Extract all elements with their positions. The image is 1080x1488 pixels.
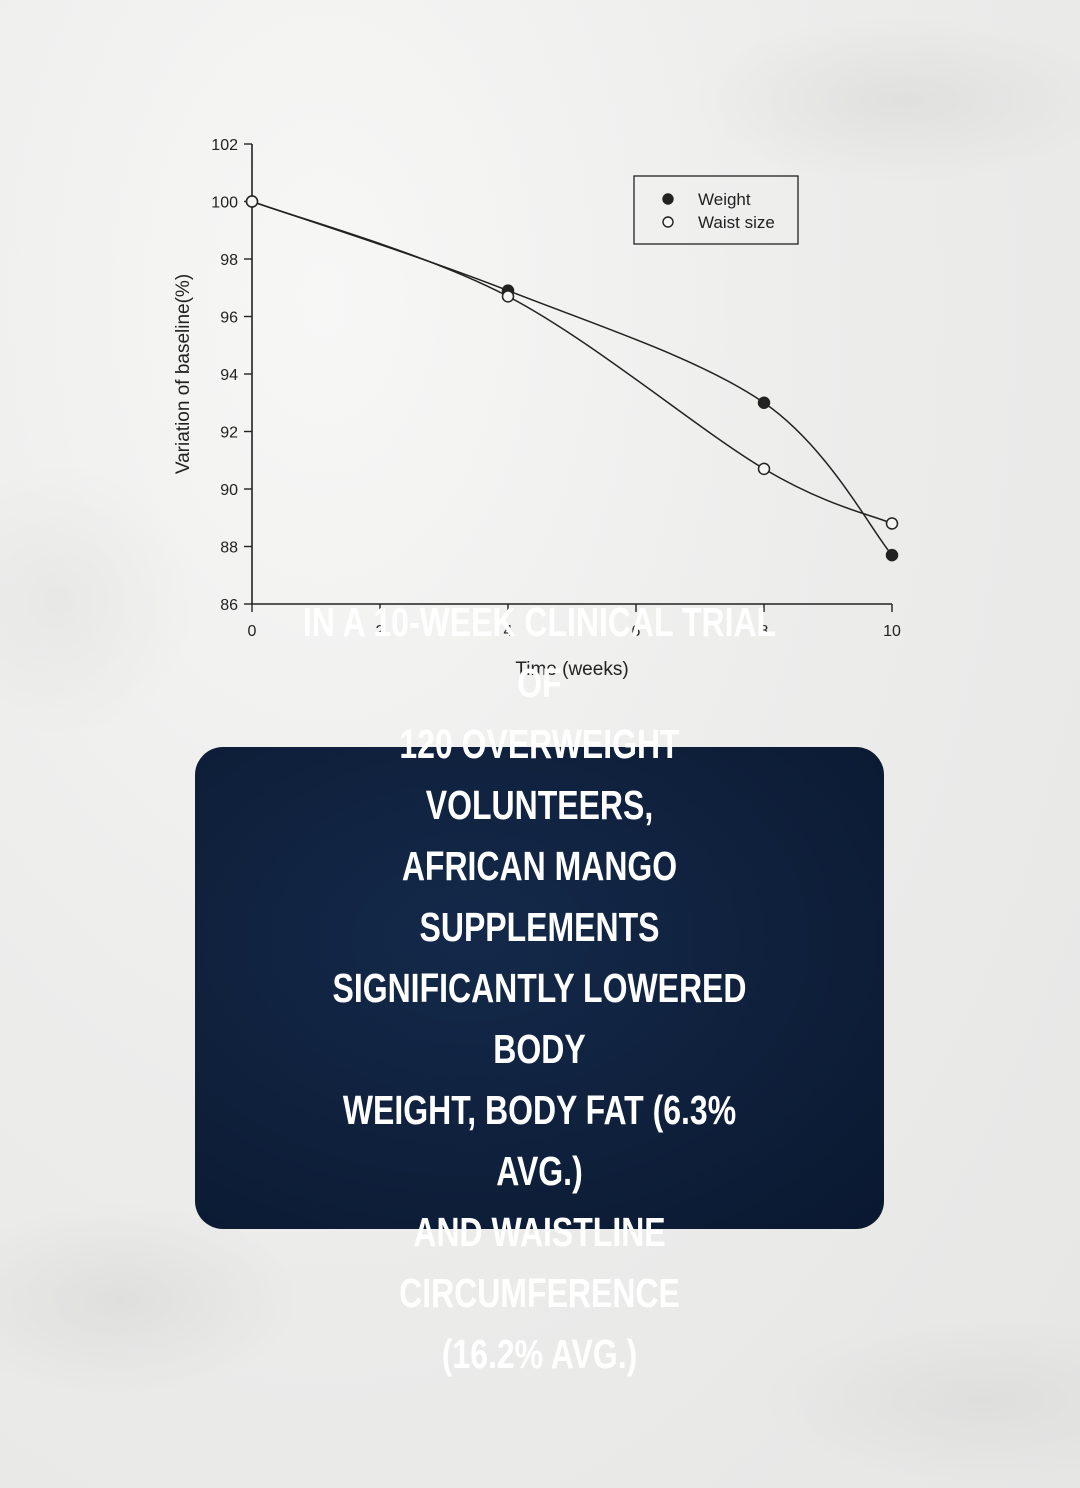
x-tick-label: 8 <box>760 623 769 640</box>
chart-points <box>245 195 899 562</box>
y-tick-label: 90 <box>220 482 238 499</box>
chart-axes <box>251 144 892 605</box>
callout-text: IN A 10-WEEK CLINICAL TRIAL OF 120 OVERW… <box>302 592 777 1385</box>
legend-marker <box>662 193 674 205</box>
y-tick-label: 94 <box>220 367 238 384</box>
series-line-waist-size <box>251 200 893 525</box>
x-tick-label: 6 <box>632 623 641 640</box>
x-tick-label: 2 <box>376 623 385 640</box>
callout-line: WEIGHT, BODY FAT (6.3% AVG.) <box>342 1086 737 1194</box>
line-chart: 86 88 90 92 94 96 98 100 102 0 2 4 6 8 10 Time (weeks)… <box>173 137 901 680</box>
legend-label: Weight <box>698 190 751 209</box>
x-tick-label: 0 <box>248 623 257 640</box>
callout-line: 120 OVERWEIGHT VOLUNTEERS, <box>399 720 680 828</box>
callout-line: SIGNIFICANTLY LOWERED BODY <box>332 964 747 1072</box>
weight-data-point <box>885 548 899 562</box>
y-tick-label: 86 <box>220 597 238 614</box>
y-tick-label: 92 <box>220 425 238 442</box>
callout-box: IN A 10-WEEK CLINICAL TRIAL OF 120 OVERW… <box>195 599 884 1377</box>
y-tick-label: 88 <box>220 540 238 557</box>
chart-series-lines <box>251 200 893 556</box>
y-tick-label: 96 <box>220 310 238 327</box>
callout-line: AND WAISTLINE CIRCUMFERENCE <box>399 1208 680 1316</box>
weight-data-point <box>757 396 771 409</box>
y-axis-label: Variation of baseline(%) <box>173 274 194 474</box>
chart-legend: Weight Waist size <box>633 175 799 245</box>
callout-line: IN A 10-WEEK CLINICAL TRIAL OF <box>302 598 777 706</box>
waist-size-data-point <box>885 517 899 530</box>
callout-line: AFRICAN MANGO SUPPLEMENTS <box>401 842 678 950</box>
callout-line: (16.2% AVG.) <box>441 1330 638 1377</box>
x-axis-label: Time (weeks) <box>515 659 628 680</box>
chart-ticks: 86 88 90 92 94 96 98 100 102 0 2 4 6 8 10 <box>211 137 901 640</box>
waist-size-data-point <box>245 195 259 208</box>
x-tick-label: 10 <box>883 623 901 640</box>
y-tick-label: 98 <box>220 252 238 269</box>
y-tick-label: 100 <box>211 195 238 212</box>
x-tick-label: 4 <box>504 623 513 640</box>
waist-size-data-point <box>501 290 515 303</box>
legend-label: Waist size <box>698 213 775 232</box>
y-tick-label: 102 <box>211 137 238 154</box>
waist-size-data-point <box>757 462 771 476</box>
legend-marker <box>662 216 674 228</box>
legend-box <box>633 175 799 245</box>
series-line-weight <box>251 200 893 556</box>
